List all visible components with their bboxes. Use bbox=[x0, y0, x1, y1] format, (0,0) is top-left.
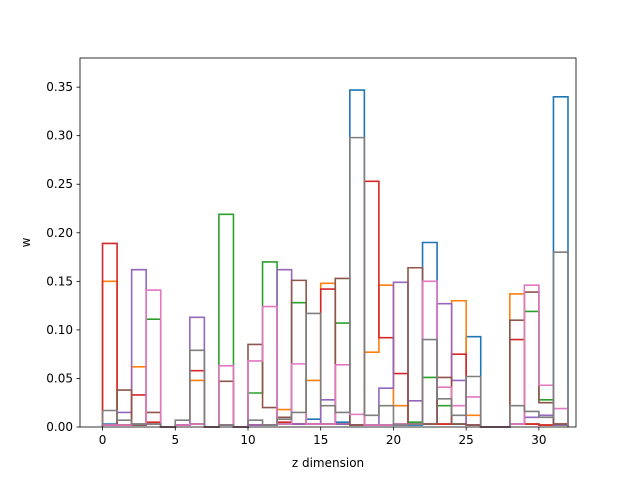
x-tick-label: 25 bbox=[459, 433, 474, 447]
y-tick-label: 0.05 bbox=[46, 371, 73, 385]
y-tick-label: 0.00 bbox=[46, 420, 73, 434]
x-tick-label: 10 bbox=[240, 433, 255, 447]
y-axis-ticks: 0.00 0.05 0.10 0.15 0.20 0.25 0.30 0.35 bbox=[46, 80, 80, 434]
y-tick-label: 0.10 bbox=[46, 323, 73, 337]
x-axis-ticks: 0 5 10 15 20 25 30 bbox=[99, 427, 547, 447]
x-tick-label: 15 bbox=[313, 433, 328, 447]
series-layer bbox=[101, 89, 569, 428]
axes-frame bbox=[79, 57, 577, 428]
y-tick-label: 0.35 bbox=[46, 80, 73, 94]
x-axis-label: z dimension bbox=[292, 456, 364, 470]
y-axis-label: w bbox=[19, 237, 33, 247]
x-tick-label: 5 bbox=[171, 433, 179, 447]
y-tick-label: 0.30 bbox=[46, 129, 73, 143]
y-tick-label: 0.20 bbox=[46, 226, 73, 240]
y-tick-label: 0.15 bbox=[46, 274, 73, 288]
x-tick-label: 20 bbox=[386, 433, 401, 447]
y-tick-label: 0.25 bbox=[46, 177, 73, 191]
x-tick-label: 0 bbox=[99, 433, 107, 447]
x-tick-label: 30 bbox=[531, 433, 546, 447]
